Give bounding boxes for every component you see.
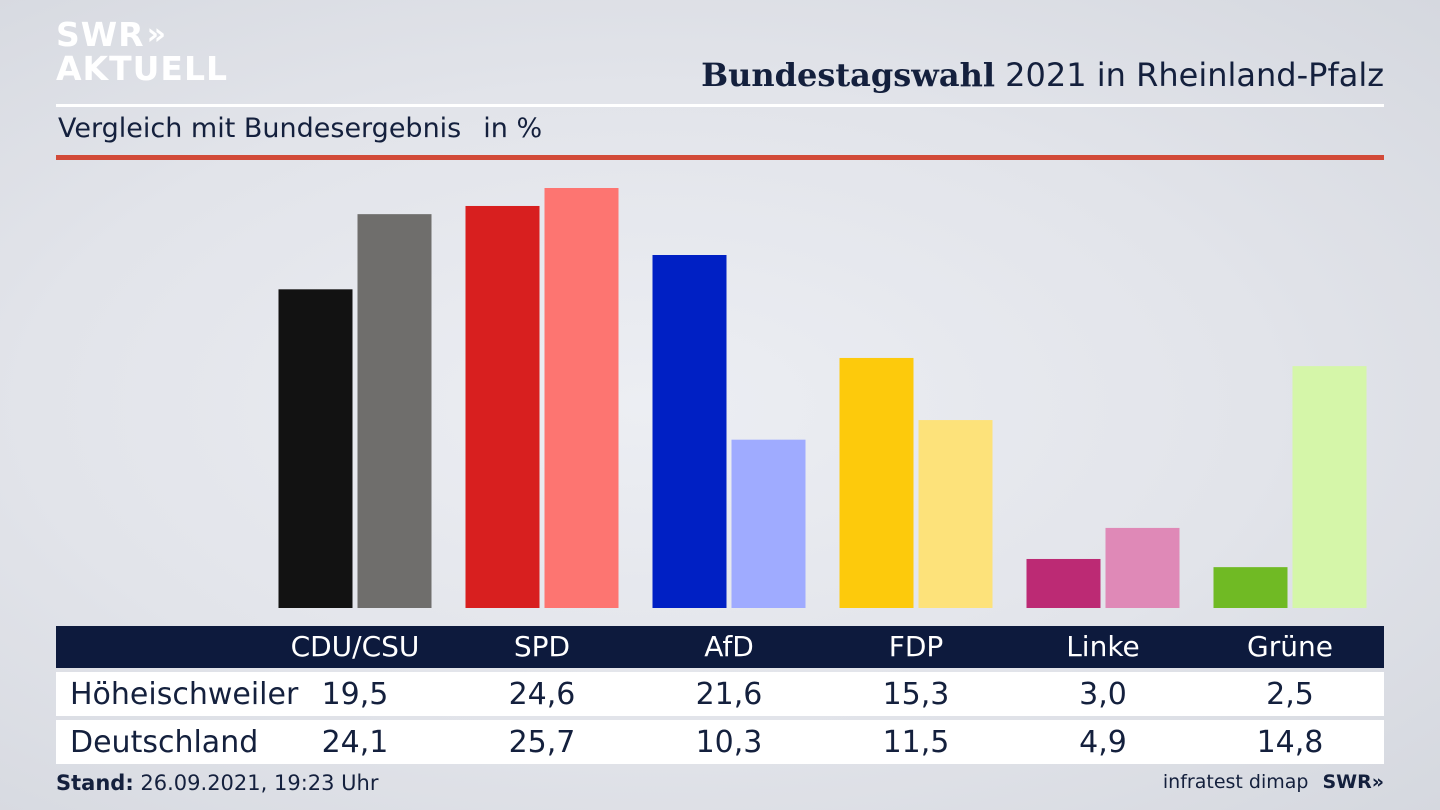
bar-national-5 [1292, 366, 1367, 608]
title-bold: Bundestagswahl [701, 56, 995, 94]
table-cell: 15,3 [882, 677, 950, 712]
table-cell: 10,3 [695, 725, 763, 760]
column-header: Grüne [1247, 630, 1333, 663]
bar-national-3 [918, 420, 993, 608]
bar-local-4 [1026, 558, 1101, 608]
title-divider [56, 104, 1384, 107]
row-label: Höheischweiler [70, 677, 299, 712]
table-cell: 19,5 [321, 677, 389, 712]
source-credit: infratest dimap SWR» [1163, 771, 1384, 793]
bar-national-0 [357, 214, 432, 608]
swr-brand-logo: SWR» [1322, 771, 1384, 793]
logo-swr: SWR [56, 15, 145, 54]
subtitle-unit: in % [483, 113, 543, 144]
table-cell: 2,5 [1266, 677, 1314, 712]
table-cell: 3,0 [1079, 677, 1127, 712]
table-row: Deutschland 24,1 25,7 10,3 11,5 4,9 14,8 [56, 720, 1384, 764]
bar-local-5 [1213, 567, 1288, 608]
table-row: Höheischweiler 19,5 24,6 21,6 15,3 3,0 2,5 [56, 672, 1384, 716]
table-cell: 21,6 [695, 677, 763, 712]
column-header: Linke [1066, 630, 1140, 663]
bar-national-4 [1105, 527, 1180, 608]
bar-national-1 [544, 188, 619, 608]
stand-value: 26.09.2021, 19:23 Uhr [133, 771, 379, 795]
table-cell: 4,9 [1079, 725, 1127, 760]
swr-aktuell-logo: SWR» AKTUELL [56, 18, 228, 86]
column-header: SPD [513, 630, 571, 663]
column-header: CDU/CSU [290, 630, 420, 663]
subtitle-divider [56, 155, 1384, 160]
bar-local-2 [652, 255, 727, 608]
timestamp: Stand: 26.09.2021, 19:23 Uhr [56, 771, 379, 795]
stand-label: Stand: [56, 771, 134, 795]
chart-subtitle: Vergleich mit Bundesergebnis in % [58, 113, 542, 144]
subtitle-text: Vergleich mit Bundesergebnis [58, 113, 462, 144]
table-header: CDU/CSU SPD AfD FDP Linke Grüne [56, 626, 1384, 668]
bar-local-0 [278, 289, 353, 608]
logo-aktuell: AKTUELL [56, 49, 229, 88]
bar-national-2 [731, 439, 806, 608]
row-label: Deutschland [70, 725, 259, 760]
column-header: FDP [888, 630, 944, 663]
table-cell: 11,5 [882, 725, 950, 760]
table-cell: 14,8 [1256, 725, 1324, 760]
results-table: CDU/CSU SPD AfD FDP Linke Grüne Höheischweile… [56, 626, 1384, 764]
table-cell: 24,1 [321, 725, 389, 760]
source-text: infratest dimap [1162, 771, 1309, 793]
page-title: Bundestagswahl 2021 in Rheinland-Pfalz [701, 56, 1384, 94]
table-cell: 25,7 [508, 725, 576, 760]
bar-local-3 [839, 357, 914, 608]
title-rest: 2021 in Rheinland-Pfalz [995, 56, 1384, 94]
table-cell: 24,6 [508, 677, 576, 712]
bar-local-1 [465, 205, 540, 608]
logo-arrows-icon: » [146, 17, 167, 52]
column-header: AfD [704, 630, 754, 663]
